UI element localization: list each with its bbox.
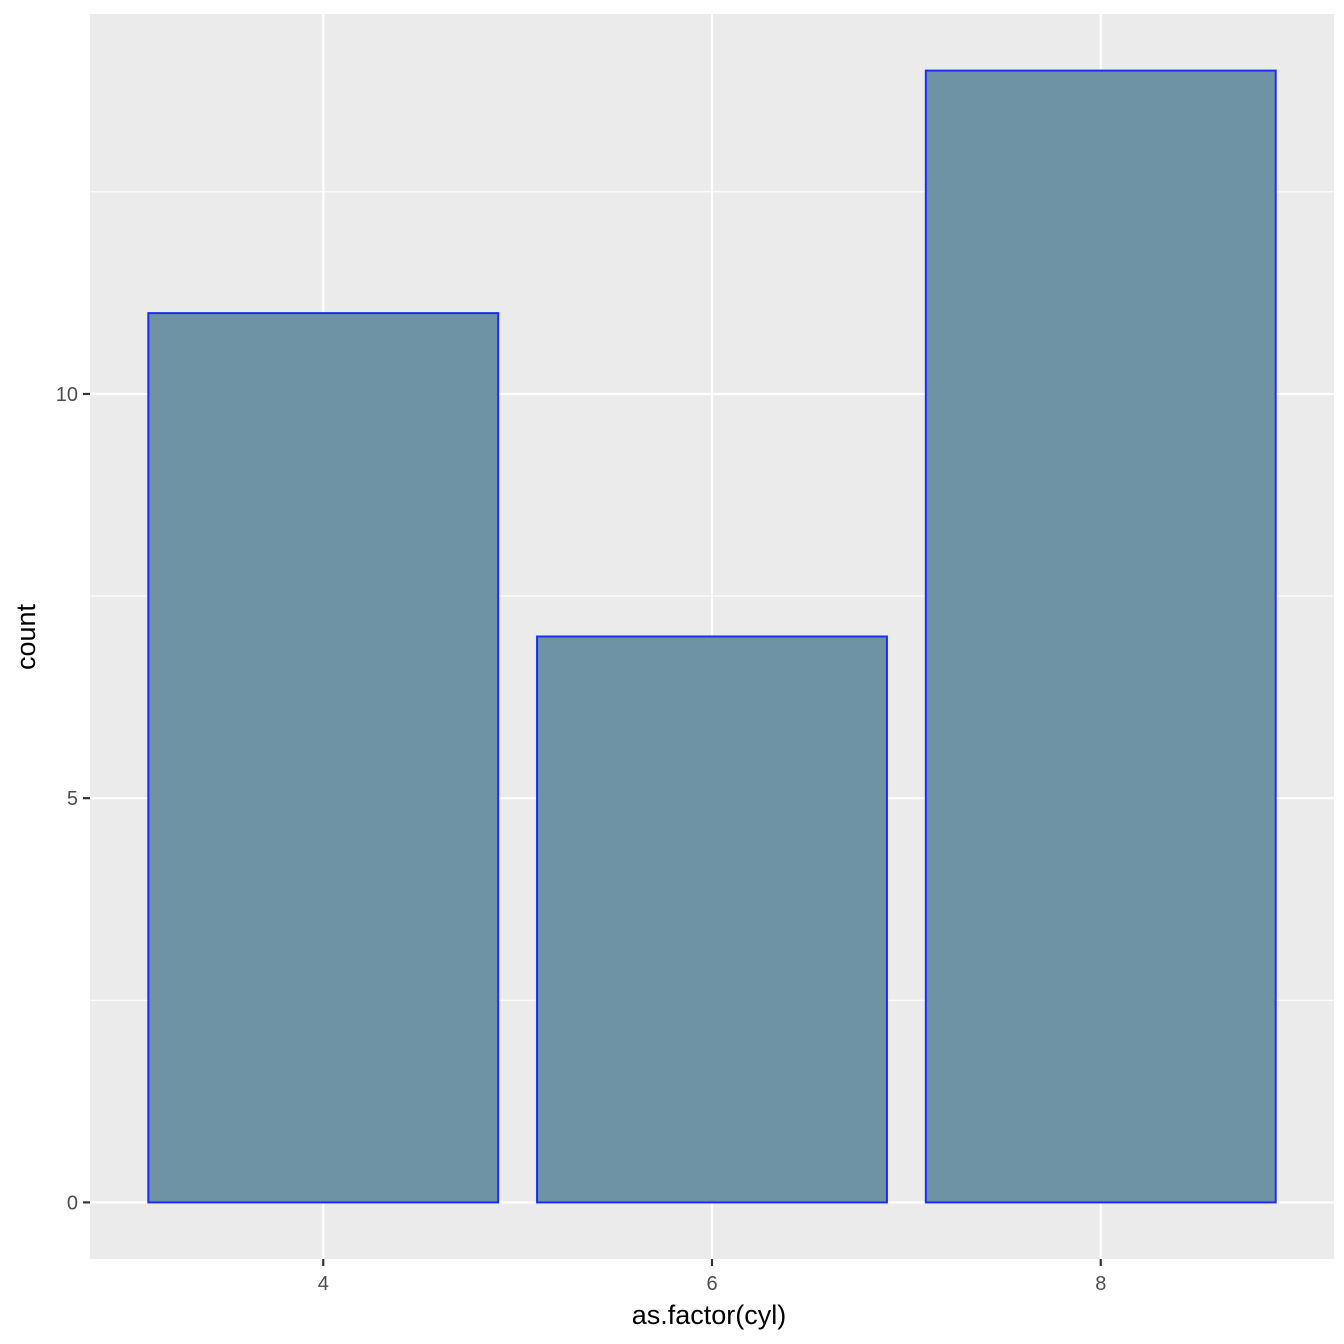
bar-4 xyxy=(147,312,500,1204)
y-tick-label-10: 10 xyxy=(56,384,78,406)
y-tick-label-5: 5 xyxy=(67,788,78,810)
x-tick-label-6: 6 xyxy=(706,1273,717,1295)
x-axis-title: as.factor(cyl) xyxy=(632,1300,787,1330)
bars xyxy=(147,69,1277,1204)
y-tick-label-0: 0 xyxy=(67,1192,78,1214)
bar-6 xyxy=(536,635,888,1204)
bar-8 xyxy=(924,69,1277,1204)
x-axis: 4 6 8 xyxy=(318,1259,1106,1295)
x-tick-label-4: 4 xyxy=(318,1273,329,1295)
y-axis: 0 5 10 xyxy=(56,384,90,1214)
y-axis-title: count xyxy=(11,603,41,670)
x-tick-label-8: 8 xyxy=(1095,1273,1106,1295)
